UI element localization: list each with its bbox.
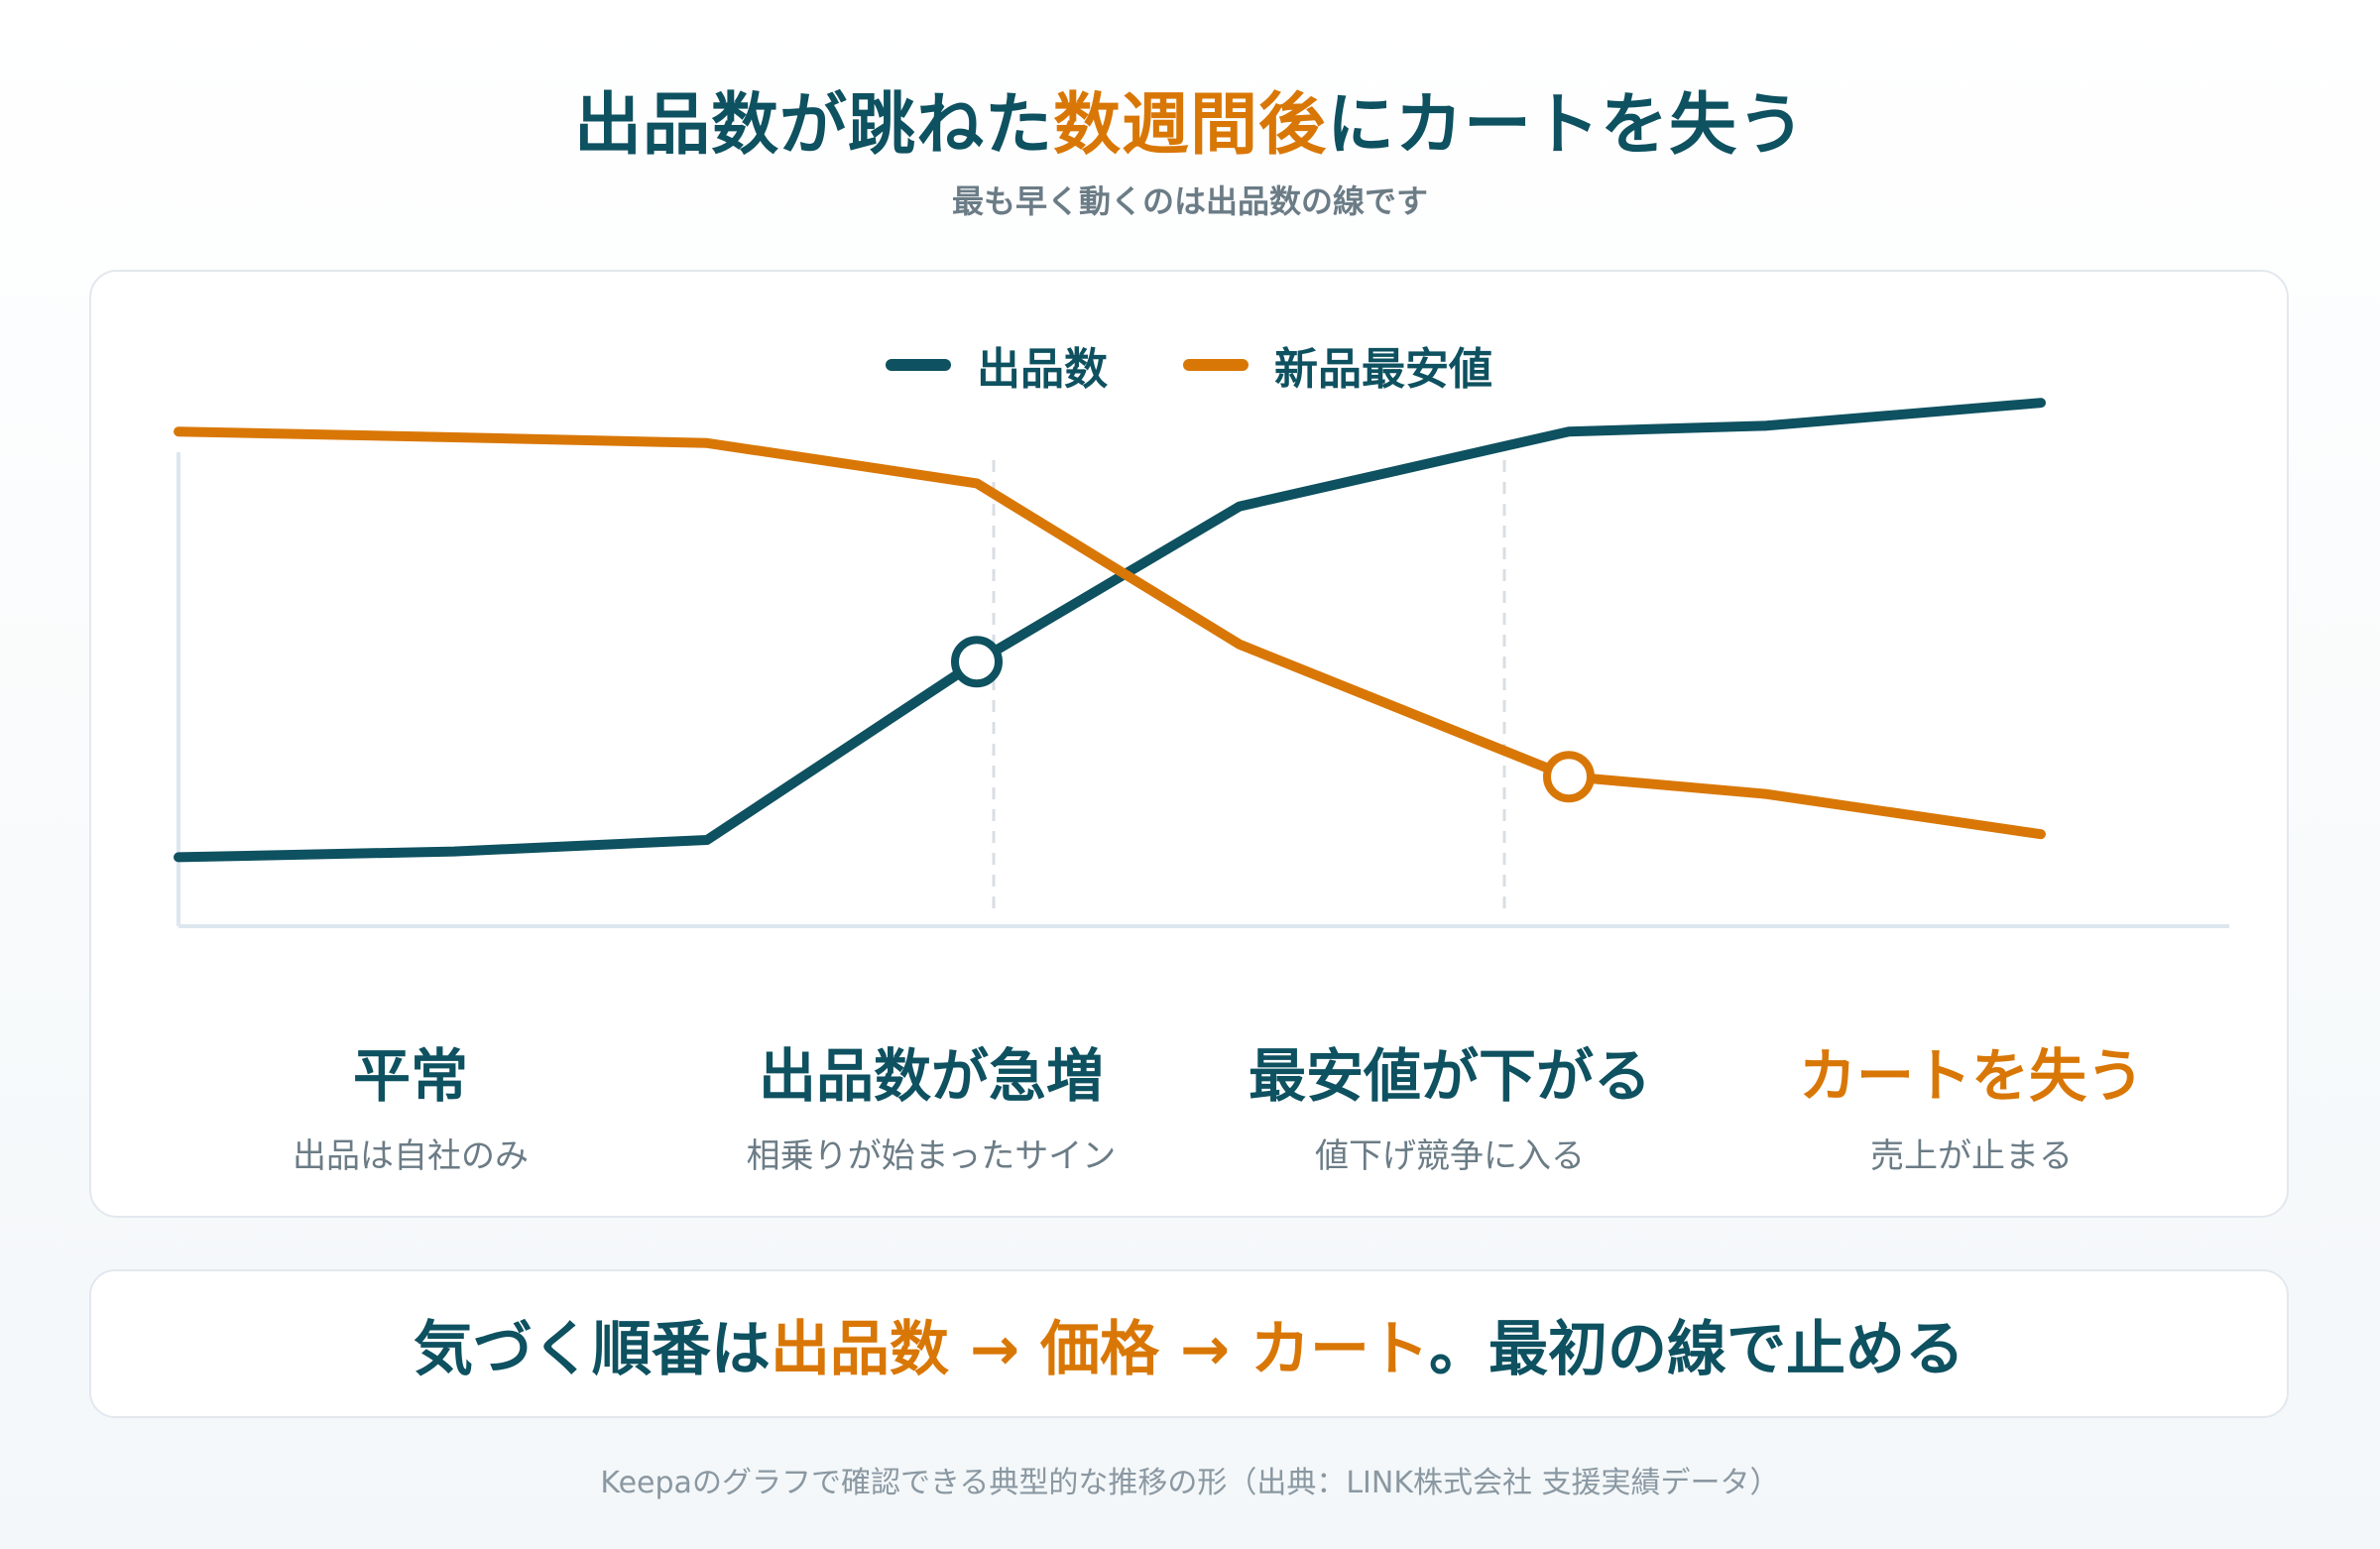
chart-legend: 出品数 新品最安値 xyxy=(91,333,2287,397)
line-chart xyxy=(174,398,2229,928)
title-accent: 数週間後 xyxy=(1052,86,1327,165)
title-part-1: 出品数が跳ねた xyxy=(573,86,1053,165)
legend-swatch-lowest-price xyxy=(1183,359,1249,371)
legend-item-listings: 出品数 xyxy=(886,333,1108,397)
phase-3: 最安値が下がる値下げ競争に入る xyxy=(1192,1042,1708,1177)
phase-labels: 平常 出品は自社のみ 出品数が急増 相乗りが始まったサイン 最安値が下がる 値下げ競争に入… xyxy=(91,1042,2287,1194)
phase-title: 出品数が急増 xyxy=(758,1042,1104,1110)
legend-swatch-listings xyxy=(886,359,951,371)
banner-text-pre: 気づく順番は xyxy=(413,1314,771,1384)
page-title: 出品数が跳ねた数週間後にカートを失う xyxy=(0,69,2380,168)
phase-title: 平常 xyxy=(352,1042,468,1110)
phase-1: 平常 出品は自社のみ xyxy=(153,1042,668,1177)
source-footnote: Keepaのグラフで確認できる典型的な推移の形（出典：LINK株式会社 支援実績… xyxy=(600,1466,1780,1500)
series-line-2 xyxy=(174,426,2046,840)
legend-item-lowest-price: 新品最安値 xyxy=(1183,333,1492,397)
summary-banner: 気づく順番は 出品数 → 価格 → カート 。最初の線で止める xyxy=(89,1269,2289,1418)
phase-title: カートを失う xyxy=(1798,1042,2144,1110)
banner-text-accent: 出品数 → 価格 → カート xyxy=(770,1314,1430,1384)
highlight-marker-2 xyxy=(1543,751,1595,803)
phase-description: 売上が止まる xyxy=(1870,1135,2073,1176)
phase-title: 最安値が下がる xyxy=(1248,1042,1651,1110)
page-subtitle: 最も早く動くのは出品数の線です xyxy=(951,182,1428,220)
banner-text-post: 。最初の線で止める xyxy=(1429,1314,1965,1384)
legend-label-listings: 出品数 xyxy=(977,344,1108,395)
phase-description: 相乗りが始まったサイン xyxy=(746,1135,1117,1176)
series-line-1 xyxy=(174,398,2046,863)
phase-description: 値下げ競争に入る xyxy=(1315,1135,1585,1176)
highlight-marker-1 xyxy=(951,636,1003,688)
phase-4: カートを失う売上が止まる xyxy=(1714,1042,2229,1177)
legend-label-lowest-price: 新品最安値 xyxy=(1274,344,1492,395)
title-part-2: にカートを失う xyxy=(1327,86,1807,165)
phase-description: 出品は自社のみ xyxy=(293,1135,529,1176)
chart-card: 出品数 新品最安値 平常 出品は自社のみ 出品数が急増 相乗りが始まったサイン 最安値が… xyxy=(89,270,2289,1218)
phase-2: 出品数が急増相乗りが始まったサイン xyxy=(673,1042,1189,1177)
